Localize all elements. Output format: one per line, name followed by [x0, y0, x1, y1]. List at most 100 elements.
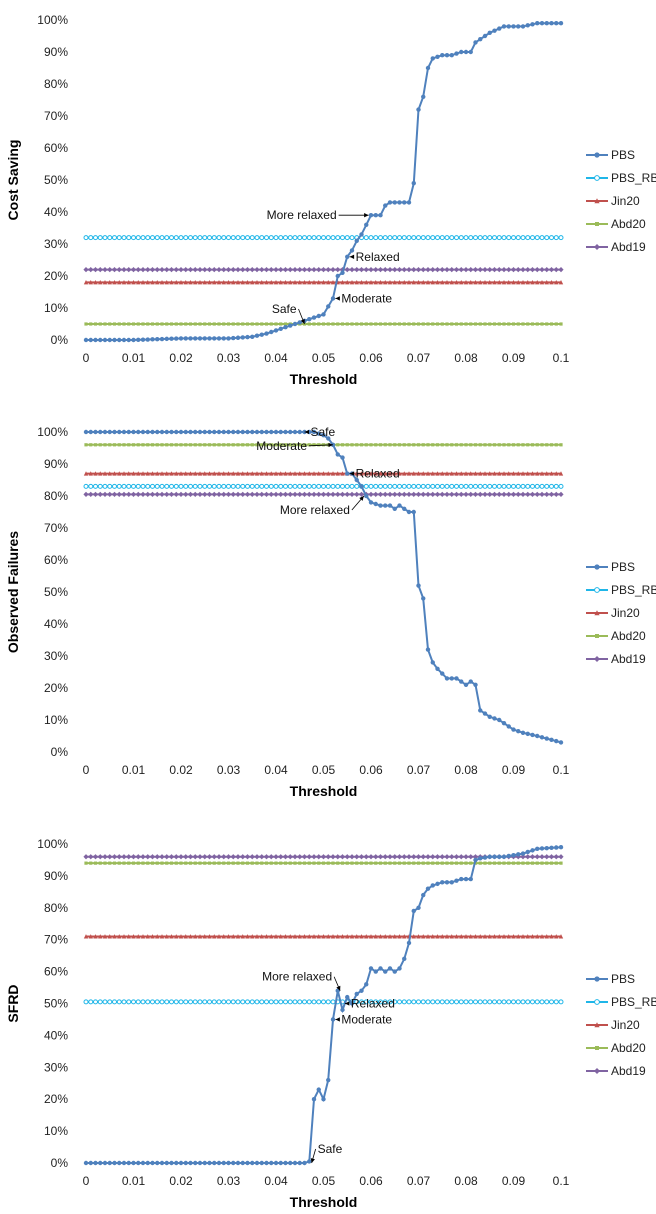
series-marker-abd20 [383, 322, 387, 326]
series-marker-abd19 [92, 267, 99, 273]
legend-label-pbs: PBS [611, 148, 635, 162]
series-marker-pbs [174, 429, 179, 435]
series-marker-abd20 [435, 322, 440, 326]
series-marker-pbs-rb [245, 999, 250, 1005]
series-marker-jin20 [383, 280, 388, 285]
series-marker-pbs-rb [240, 235, 246, 241]
series-marker-jin20 [316, 471, 321, 476]
series-marker-abd20 [383, 861, 387, 865]
x-axis-title: Threshold [290, 371, 358, 387]
series-marker-jin20 [155, 934, 160, 939]
series-marker-jin20 [378, 471, 383, 476]
series-marker-pbs-rb [354, 999, 360, 1005]
series-marker-pbs [216, 429, 222, 435]
series-marker-abd20 [255, 443, 259, 447]
series-marker-pbs [506, 853, 511, 859]
series-marker-pbs [174, 336, 179, 341]
series-marker-pbs-rb [525, 999, 531, 1005]
series-marker-pbs-rb [558, 999, 564, 1005]
x-tick-label: 0.1 [553, 763, 570, 777]
series-marker-jin20 [264, 471, 269, 476]
series-marker-jin20 [539, 934, 545, 939]
series-marker-pbs [449, 676, 454, 681]
legend-marker-pbs-rb [594, 175, 600, 181]
series-marker-pbs-rb [83, 999, 89, 1005]
series-marker-jin20 [487, 471, 492, 476]
series-marker-jin20 [302, 280, 307, 285]
series-marker-abd19 [306, 267, 312, 273]
series-marker-abd20 [141, 443, 145, 447]
series-marker-jin20 [421, 471, 426, 476]
series-marker-jin20 [93, 934, 98, 939]
series-marker-pbs-rb [211, 483, 217, 489]
series-marker-abd20 [350, 443, 354, 447]
series-marker-abd19 [529, 491, 536, 497]
series-marker-abd20 [207, 443, 212, 447]
series-marker-pbs [117, 429, 122, 435]
series-marker-pbs [497, 26, 502, 31]
series-marker-jin20 [297, 280, 302, 285]
series-marker-pbs [473, 857, 478, 863]
series-marker-pbs-rb [458, 235, 464, 241]
series-marker-jin20 [193, 471, 198, 476]
series-marker-pbs [254, 429, 260, 435]
series-marker-abd20 [255, 322, 259, 326]
series-marker-jin20 [188, 471, 193, 476]
y-tick-label: 30% [44, 1060, 68, 1074]
series-marker-abd20 [345, 322, 349, 326]
series-marker-pbs-rb [116, 483, 122, 489]
series-marker-abd19 [420, 491, 426, 497]
series-marker-pbs-rb [392, 235, 398, 241]
series-marker-pbs-rb [93, 235, 98, 241]
series-marker-jin20 [449, 471, 454, 476]
series-marker-abd20 [473, 322, 478, 326]
series-marker-abd20 [312, 443, 316, 447]
series-marker-abd20 [473, 443, 478, 447]
series-marker-jin20 [164, 471, 169, 476]
series-marker-jin20 [88, 934, 93, 939]
series-marker-abd20 [407, 443, 411, 447]
series-marker-pbs-rb [482, 999, 488, 1005]
series-marker-jin20 [440, 934, 445, 939]
series-marker-abd19 [430, 854, 436, 860]
series-marker-pbs-rb [330, 235, 336, 241]
series-marker-pbs [340, 1007, 345, 1013]
series-marker-jin20 [530, 934, 535, 939]
series-marker-abd20 [108, 861, 112, 865]
annotation-label: Moderate [341, 291, 392, 305]
series-marker-abd19 [202, 491, 208, 497]
series-marker-pbs-rb [416, 999, 421, 1005]
series-marker-abd20 [388, 443, 392, 447]
series-marker-pbs-rb [192, 999, 198, 1005]
series-marker-pbs [326, 1077, 331, 1083]
series-marker-abd19 [373, 267, 379, 273]
series-marker-pbs-rb [549, 483, 554, 489]
series-marker-jin20 [231, 280, 236, 285]
series-marker-jin20 [164, 934, 169, 939]
series-marker-abd19 [159, 267, 165, 273]
series-marker-abd20 [511, 322, 516, 326]
series-marker-jin20 [174, 280, 179, 285]
series-marker-pbs-rb [230, 999, 236, 1005]
series-marker-pbs [174, 1160, 179, 1166]
series-marker-jin20 [425, 471, 431, 476]
y-tick-label: 100% [37, 425, 68, 439]
series-marker-abd19 [244, 854, 251, 860]
series-marker-pbs-rb [183, 999, 189, 1005]
series-marker-abd19 [192, 267, 198, 273]
legend-label-pbs: PBS [611, 560, 635, 574]
series-marker-jin20 [107, 471, 112, 476]
series-marker-jin20 [307, 934, 312, 939]
series-marker-jin20 [554, 934, 559, 939]
series-marker-abd20 [383, 443, 387, 447]
series-marker-pbs [183, 336, 188, 341]
legend-marker-jin20 [594, 610, 600, 616]
series-marker-pbs-rb [321, 999, 326, 1005]
series-marker-pbs [525, 849, 530, 855]
legend-label-abd20: Abd20 [611, 217, 646, 231]
series-marker-jin20 [435, 934, 440, 939]
series-marker-pbs [164, 1160, 169, 1166]
series-marker-abd19 [206, 491, 213, 497]
series-marker-pbs-rb [435, 999, 440, 1005]
series-marker-pbs-rb [411, 483, 417, 489]
